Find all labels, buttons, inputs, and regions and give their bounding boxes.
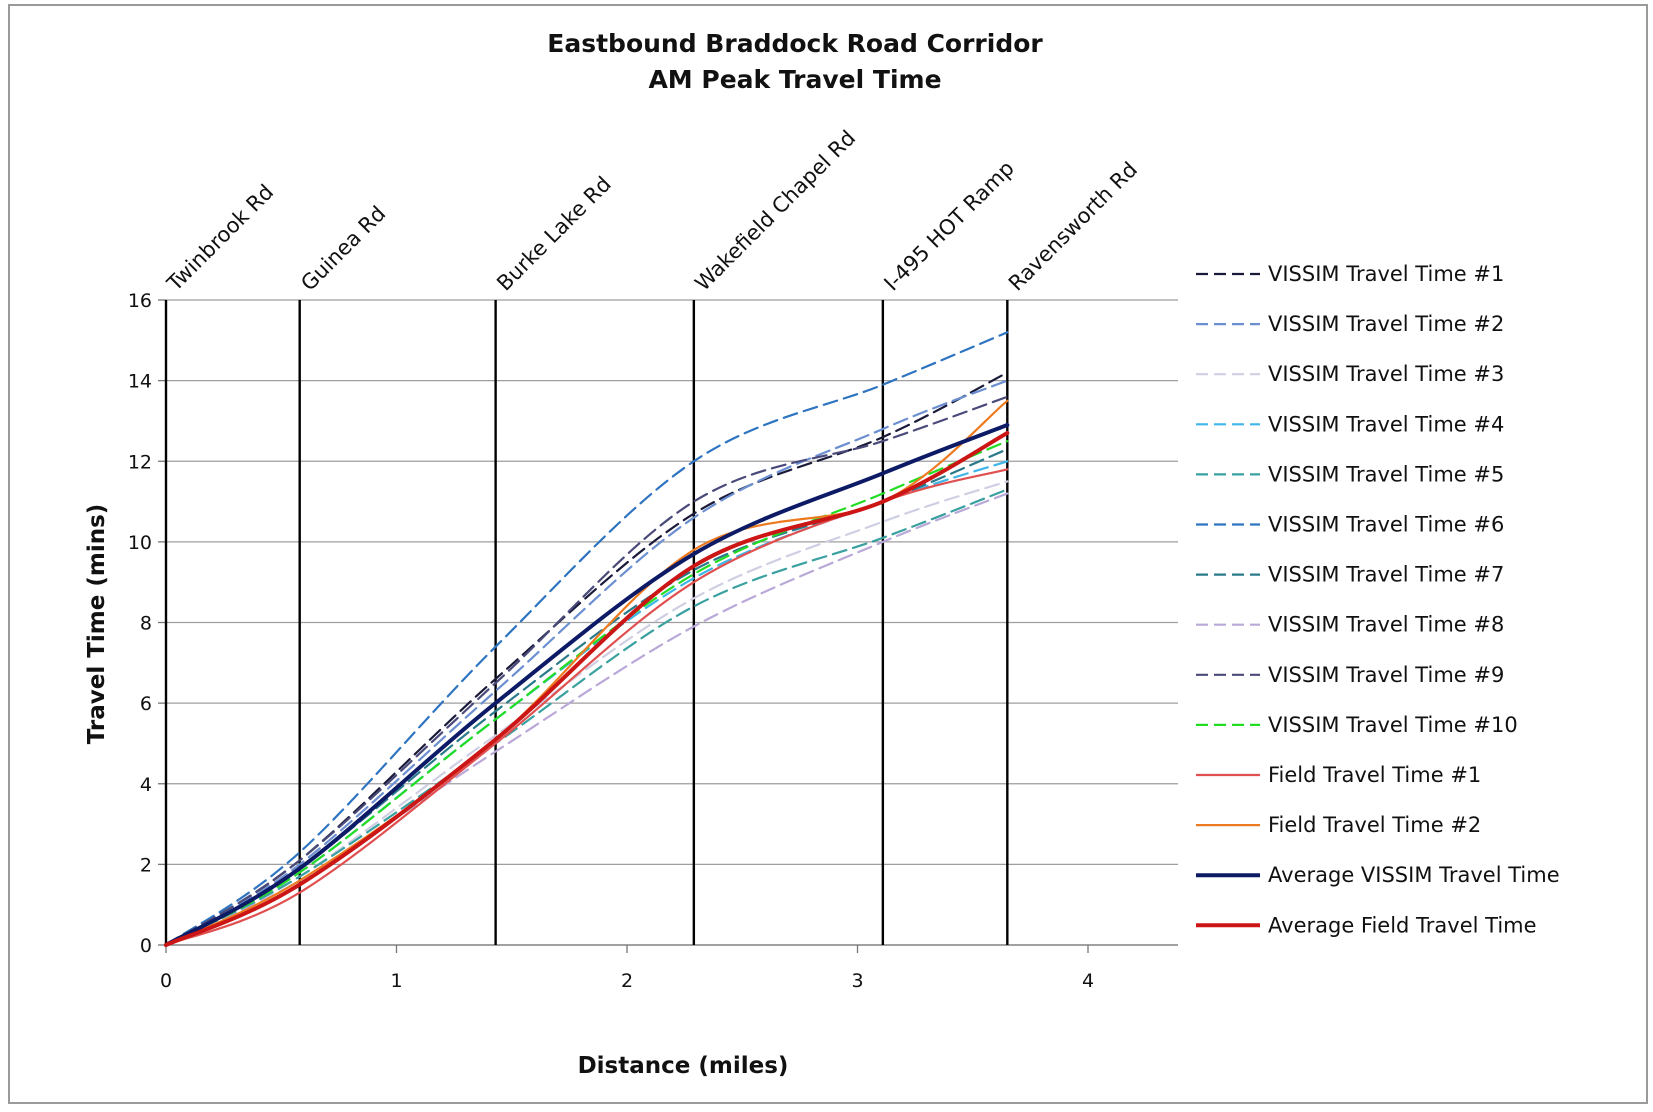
legend-label-10: VISSIM Travel Time #10 [1268,713,1518,737]
legend-label-12: Field Travel Time #2 [1268,813,1481,837]
y-tick-label-8: 8 [140,613,152,635]
x-tick-label-2: 2 [621,970,633,992]
series-line-6 [164,331,1009,947]
grid-layer [158,299,1178,953]
y-tick-label-14: 14 [128,371,152,393]
x-tick-label-0: 0 [160,970,172,992]
x-tick-label-1: 1 [390,970,402,992]
series-layer [164,331,1010,947]
legend-label-14: Average Field Travel Time [1268,913,1537,937]
legend-label-5: VISSIM Travel Time #5 [1268,462,1504,486]
y-tick-label-12: 12 [128,451,152,473]
legend: VISSIM Travel Time #1 VISSIM Travel Time … [1196,262,1560,937]
road-label-3: Wakefield Chapel Rd [690,126,860,296]
road-label-5: Ravensworth Rd [1004,157,1142,295]
y-tick-label-0: 0 [140,935,152,957]
legend-label-13: Average VISSIM Travel Time [1268,863,1560,887]
series-line-8 [164,492,1009,947]
series-line-13 [164,423,1010,947]
reference-lines: Twinbrook Rd Guinea Rd Burke Lake Rd Wakefi… [162,126,1142,945]
y-tick-label-4: 4 [140,774,152,796]
series-line-2 [164,379,1009,947]
road-label-4: I-495 HOT Ramp [879,156,1018,295]
x-tick-label-4: 4 [1082,970,1094,992]
y-tick-label-10: 10 [128,532,152,554]
series-line-12 [164,399,1009,947]
series-line-14 [164,431,1010,947]
y-tick-label-2: 2 [140,854,152,876]
x-tick-label-3: 3 [851,970,863,992]
series-line-5 [164,488,1009,947]
legend-label-9: VISSIM Travel Time #9 [1268,663,1504,687]
road-label-1: Guinea Rd [296,201,390,295]
chart-title: Eastbound Braddock Road Corridor [547,29,1043,58]
chart-subtitle: AM Peak Travel Time [648,65,941,94]
legend-label-6: VISSIM Travel Time #6 [1268,513,1504,537]
y-tick-label-16: 16 [128,290,152,312]
legend-label-8: VISSIM Travel Time #8 [1268,613,1504,637]
legend-label-2: VISSIM Travel Time #2 [1268,312,1504,336]
y-tick-label-6: 6 [140,693,152,715]
legend-label-7: VISSIM Travel Time #7 [1268,563,1504,587]
series-line-9 [164,395,1009,947]
legend-label-4: VISSIM Travel Time #4 [1268,412,1504,436]
road-label-2: Burke Lake Rd [492,172,616,296]
road-label-0: Twinbrook Rd [162,180,278,296]
chart-frame [8,4,1648,1104]
x-axis-title: Distance (miles) [578,1053,789,1079]
legend-label-11: Field Travel Time #1 [1268,763,1481,787]
legend-label-3: VISSIM Travel Time #3 [1268,362,1504,386]
legend-label-1: VISSIM Travel Time #1 [1268,262,1504,286]
y-axis-title: Travel Time (mins) [84,504,110,745]
